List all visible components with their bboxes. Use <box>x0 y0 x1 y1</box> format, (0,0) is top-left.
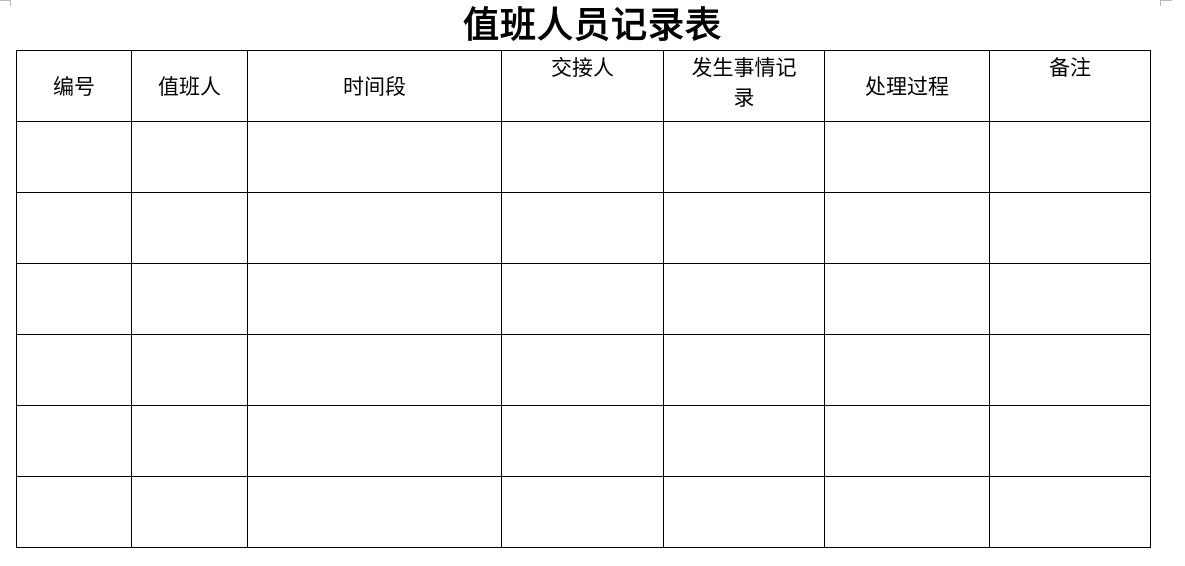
cell-remarks[interactable] <box>989 476 1151 548</box>
corner-mark-right <box>1160 0 1172 1</box>
header-remarks: 备注 <box>989 50 1151 122</box>
cell-event-record[interactable] <box>663 334 825 406</box>
cell-remarks[interactable] <box>989 121 1151 193</box>
duty-record-table: 编号 值班人 时间段 交接人 发生事情记录 处理过程 备注 <box>16 50 1151 548</box>
cell-handover-person[interactable] <box>501 192 664 264</box>
cell-event-record[interactable] <box>663 192 825 264</box>
header-handling-process: 处理过程 <box>824 50 990 122</box>
cell-number[interactable] <box>16 121 132 193</box>
header-number: 编号 <box>16 50 132 122</box>
header-duty-person: 值班人 <box>131 50 248 122</box>
cell-event-record[interactable] <box>663 263 825 335</box>
cell-remarks[interactable] <box>989 192 1151 264</box>
header-event-record: 发生事情记录 <box>663 50 825 122</box>
table-row <box>16 192 1151 264</box>
table-row <box>16 405 1151 477</box>
cell-number[interactable] <box>16 405 132 477</box>
cell-time-period[interactable] <box>247 476 502 548</box>
table-row <box>16 334 1151 406</box>
cell-number[interactable] <box>16 334 132 406</box>
header-handover-person: 交接人 <box>501 50 664 122</box>
cell-remarks[interactable] <box>989 334 1151 406</box>
cell-handling-process[interactable] <box>824 405 990 477</box>
cell-duty-person[interactable] <box>131 192 248 264</box>
cell-handover-person[interactable] <box>501 121 664 193</box>
cell-time-period[interactable] <box>247 263 502 335</box>
cell-handling-process[interactable] <box>824 476 990 548</box>
cell-handling-process[interactable] <box>824 192 990 264</box>
corner-mark-right-vertical <box>1160 0 1161 6</box>
cell-handover-person[interactable] <box>501 405 664 477</box>
table-row <box>16 263 1151 335</box>
cell-remarks[interactable] <box>989 405 1151 477</box>
cell-duty-person[interactable] <box>131 476 248 548</box>
cell-handling-process[interactable] <box>824 121 990 193</box>
cell-handover-person[interactable] <box>501 334 664 406</box>
cell-time-period[interactable] <box>247 192 502 264</box>
header-row: 编号 值班人 时间段 交接人 发生事情记录 处理过程 备注 <box>16 50 1151 122</box>
cell-event-record[interactable] <box>663 405 825 477</box>
cell-time-period[interactable] <box>247 405 502 477</box>
cell-time-period[interactable] <box>247 334 502 406</box>
cell-time-period[interactable] <box>247 121 502 193</box>
cell-duty-person[interactable] <box>131 263 248 335</box>
cell-number[interactable] <box>16 476 132 548</box>
cell-number[interactable] <box>16 192 132 264</box>
table-row <box>16 121 1151 193</box>
cell-handover-person[interactable] <box>501 263 664 335</box>
page-title: 值班人员记录表 <box>462 4 722 46</box>
corner-mark-left <box>0 0 10 1</box>
cell-handover-person[interactable] <box>501 476 664 548</box>
cell-duty-person[interactable] <box>131 405 248 477</box>
header-event-record-text: 发生事情记录 <box>691 56 797 110</box>
cell-remarks[interactable] <box>989 263 1151 335</box>
cell-event-record[interactable] <box>663 476 825 548</box>
cell-duty-person[interactable] <box>131 334 248 406</box>
corner-mark-left-vertical <box>10 0 11 6</box>
table-row <box>16 476 1151 548</box>
cell-number[interactable] <box>16 263 132 335</box>
cell-handling-process[interactable] <box>824 263 990 335</box>
header-time-period: 时间段 <box>247 50 502 122</box>
cell-event-record[interactable] <box>663 121 825 193</box>
cell-handling-process[interactable] <box>824 334 990 406</box>
cell-duty-person[interactable] <box>131 121 248 193</box>
